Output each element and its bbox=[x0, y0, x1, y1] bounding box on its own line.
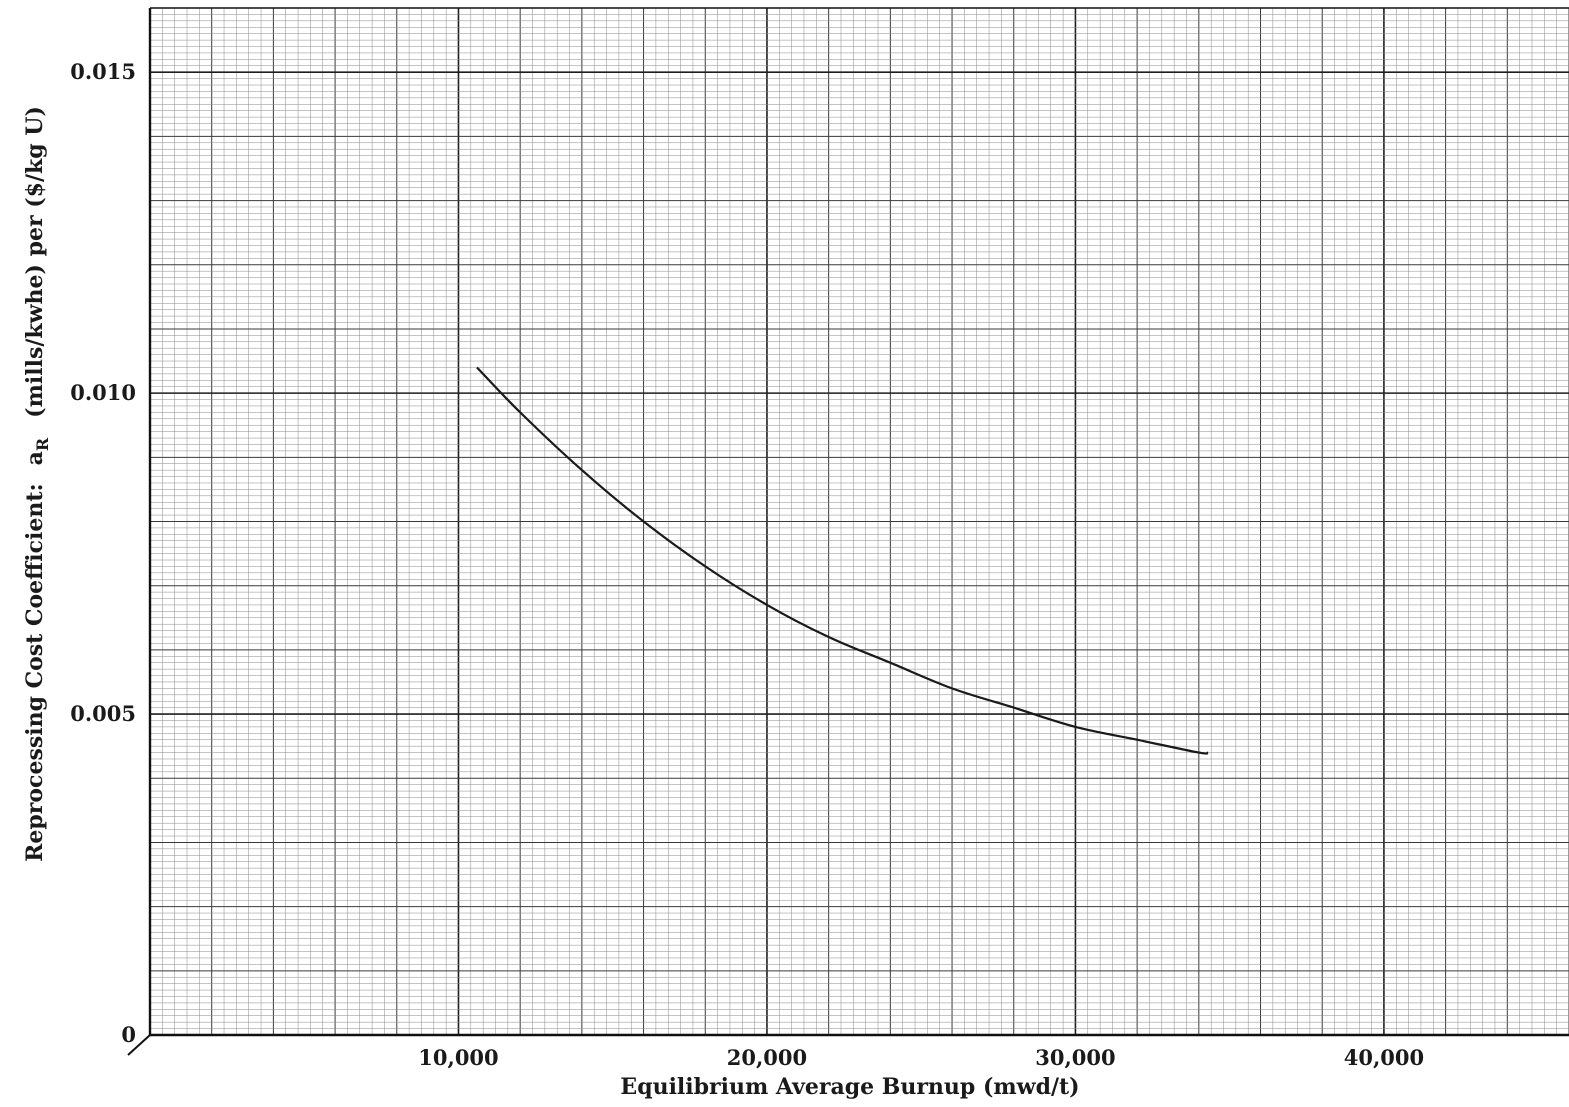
series-line bbox=[476, 366, 1209, 755]
x-tick-label: 30,000 bbox=[1035, 1045, 1115, 1070]
y-axis-title-suffix: (mills/kwhe) per ($/kg U) bbox=[22, 106, 48, 418]
x-tick-label: 40,000 bbox=[1344, 1045, 1424, 1070]
y-tick-label: 0.010 bbox=[70, 380, 136, 405]
y-axis-title: Reprocessing Cost Coefficient: aR (mills/k… bbox=[22, 106, 52, 862]
plot-axes bbox=[127, 7, 1569, 1056]
y-axis-title-subscript: R bbox=[33, 437, 52, 451]
y-axis-title-prefix: Reprocessing Cost Coefficient: bbox=[22, 483, 48, 862]
origin-corner-stroke bbox=[127, 1034, 151, 1056]
y-tick-label: 0 bbox=[121, 1022, 136, 1047]
series-group bbox=[476, 366, 1209, 755]
x-tick-label: 20,000 bbox=[727, 1045, 807, 1070]
y-axis-title-symbol: a bbox=[22, 451, 48, 465]
x-tick-label: 10,000 bbox=[418, 1045, 498, 1070]
x-axis-title: Equilibrium Average Burnup (mwd/t) bbox=[620, 1074, 1079, 1100]
y-tick-label: 0.015 bbox=[70, 59, 136, 84]
y-tick-label: 0.005 bbox=[70, 701, 136, 726]
tick-labels: 10,000 20,000 30,000 40,000 0 0.005 0.010 0.015 bbox=[70, 59, 1424, 1070]
plot-grid bbox=[149, 7, 1569, 1036]
